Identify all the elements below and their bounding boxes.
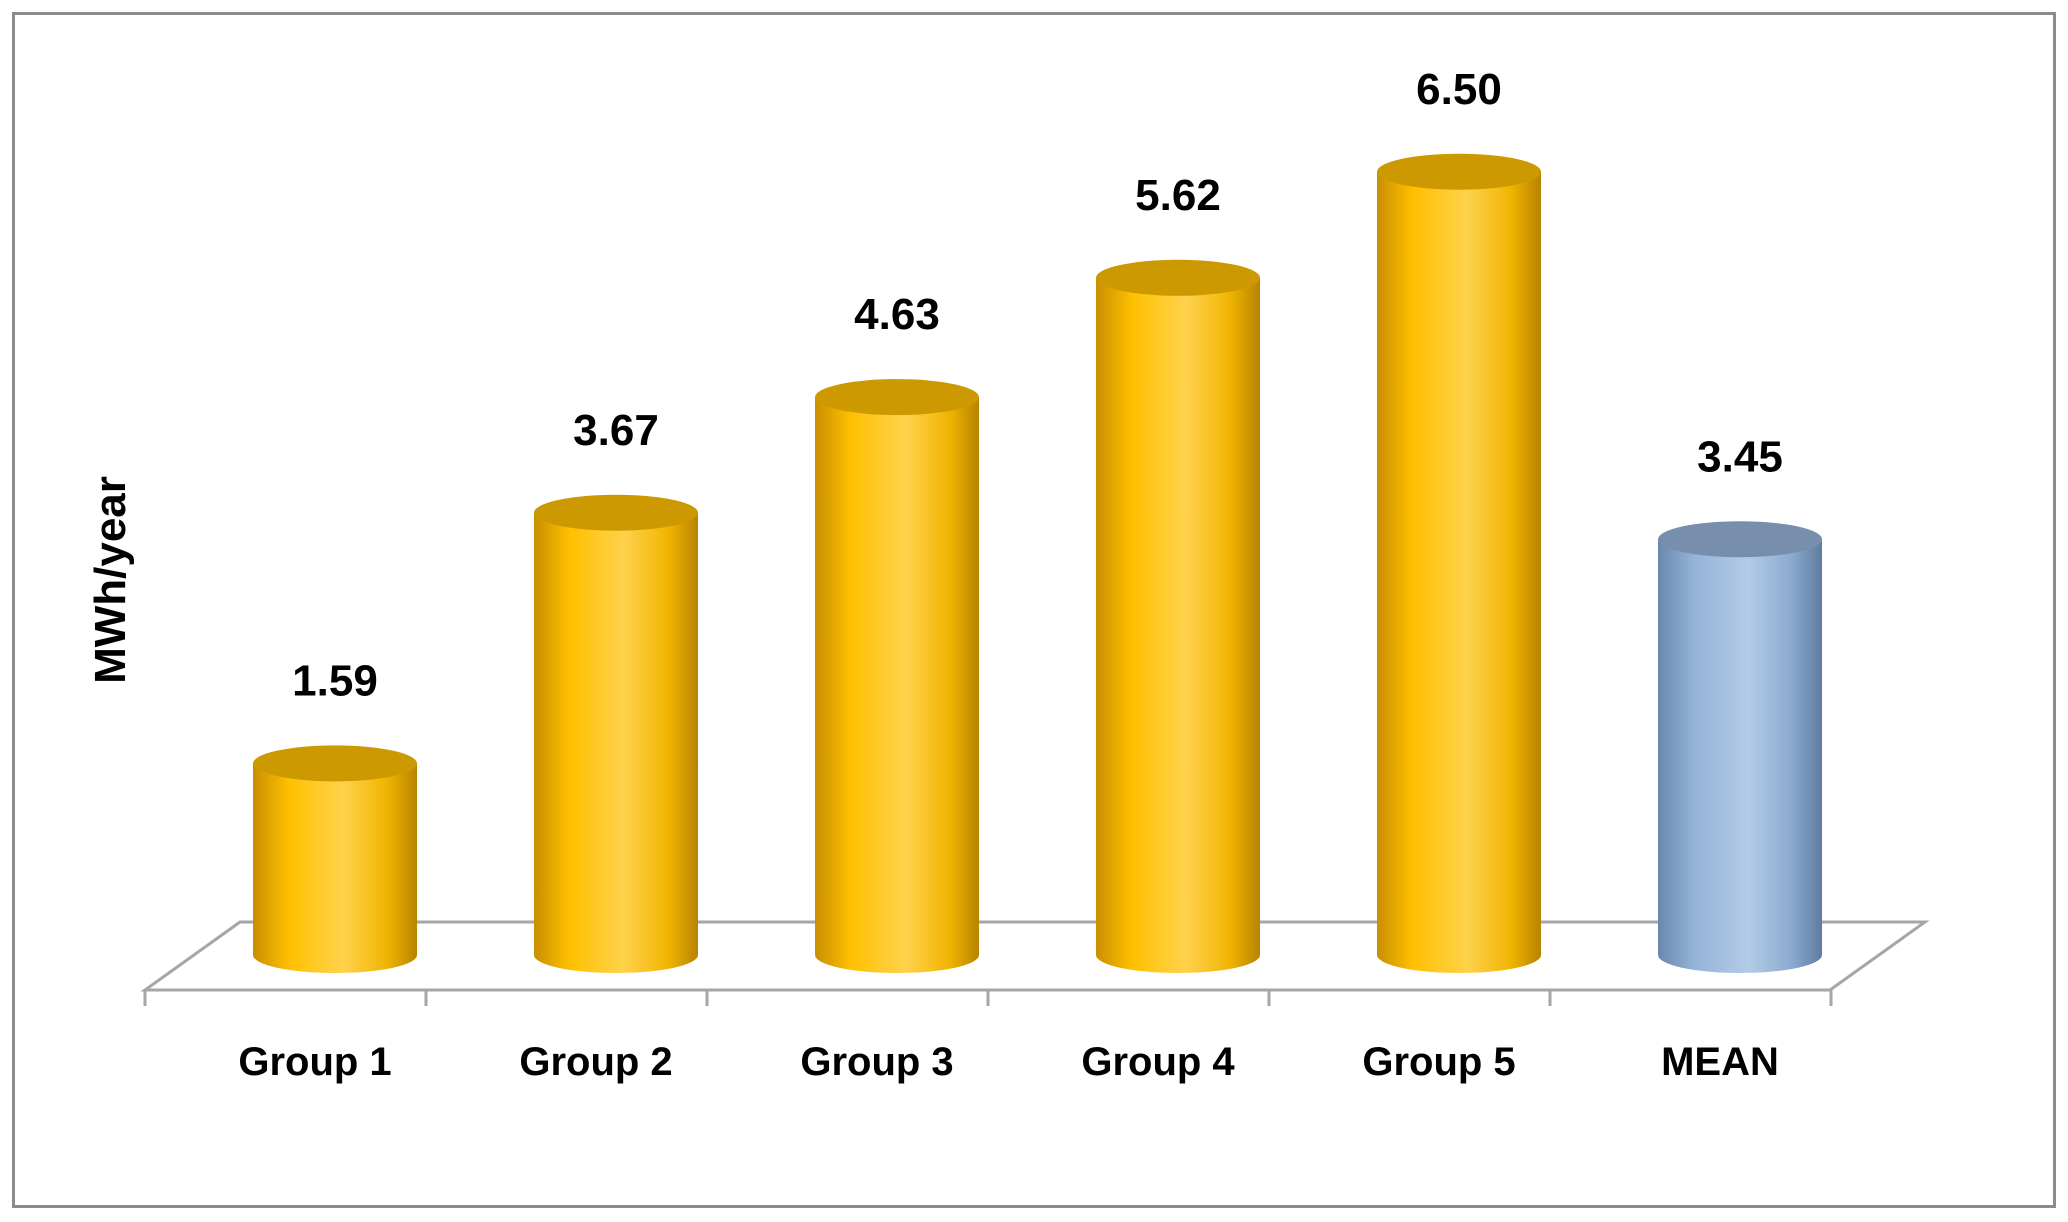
bar-body <box>534 512 698 973</box>
category-label: Group 4 <box>1081 1040 1235 1084</box>
bar-top <box>253 745 417 782</box>
y-axis-title: MWh/year <box>86 476 135 684</box>
bar-top <box>1658 521 1822 558</box>
bar <box>253 745 417 973</box>
category-label: Group 3 <box>800 1040 953 1084</box>
bar-body <box>1377 171 1541 973</box>
x-axis-ticks <box>143 990 1833 1006</box>
bar <box>1096 259 1260 973</box>
category-label: Group 5 <box>1362 1040 1515 1084</box>
category-label: MEAN <box>1661 1040 1779 1084</box>
bar-top <box>534 494 698 531</box>
bar-top <box>1096 259 1260 296</box>
value-label: 3.45 <box>1697 432 1783 481</box>
bar <box>534 494 698 973</box>
bar-body <box>253 763 417 973</box>
bar-body <box>815 397 979 974</box>
bar-body <box>1096 277 1260 973</box>
bar-body <box>1658 539 1822 973</box>
bar-top <box>1377 153 1541 190</box>
bar <box>1658 521 1822 973</box>
category-label: Group 1 <box>238 1040 391 1084</box>
value-label: 1.59 <box>292 656 378 705</box>
bar-top <box>815 379 979 416</box>
category-labels-group: Group 1 Group 2 Group 3 Group 4 Group 5 MEAN <box>238 1040 1779 1084</box>
bar <box>815 379 979 974</box>
bars-group <box>253 153 1822 974</box>
value-label: 4.63 <box>854 290 940 339</box>
value-label: 3.67 <box>573 406 659 455</box>
value-label: 6.50 <box>1416 65 1502 114</box>
value-label: 5.62 <box>1135 171 1221 220</box>
bar <box>1377 153 1541 973</box>
category-label: Group 2 <box>519 1040 672 1084</box>
value-labels-group: 1.59 3.67 4.63 5.62 6.50 3.45 <box>292 65 1783 706</box>
